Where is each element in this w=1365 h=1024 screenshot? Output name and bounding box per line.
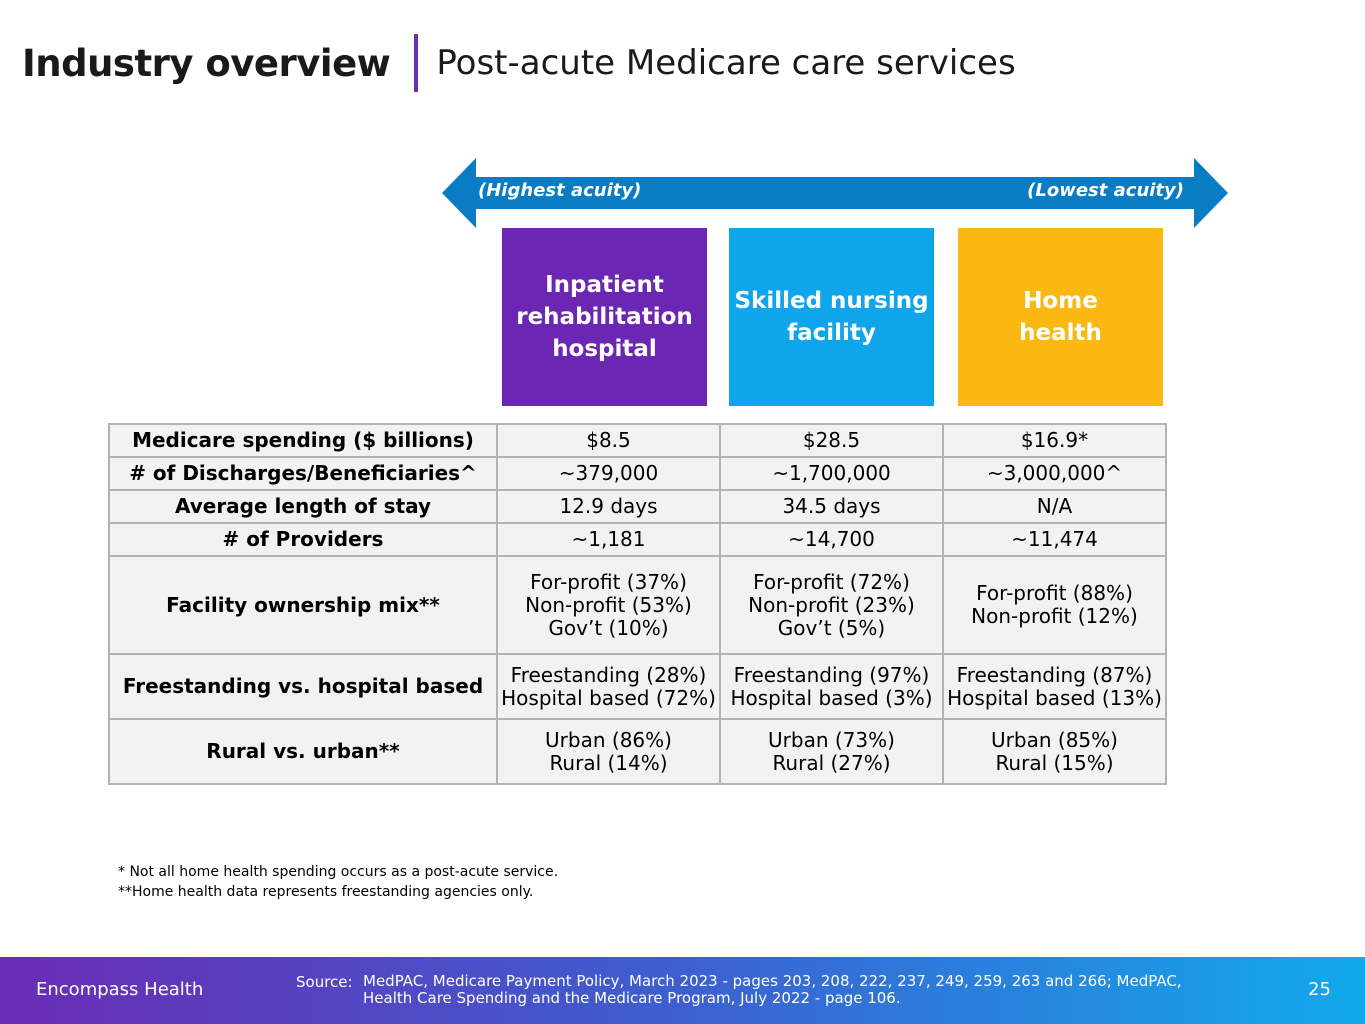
category-box-skilled-nursing: Skilled nursing facility — [729, 228, 934, 406]
table-cell: 12.9 days — [496, 489, 721, 524]
row-header: Freestanding vs. hospital based — [108, 653, 498, 720]
page-title: Industry overview — [22, 41, 391, 85]
brand-name: Encompass Health — [36, 979, 204, 1000]
footnote: **Home health data represents freestandi… — [118, 884, 534, 900]
highest-acuity-label: (Highest acuity) — [478, 180, 642, 201]
table-cell: $16.9* — [942, 423, 1167, 458]
table-cell: For-profit (88%) Non-profit (12%) — [942, 555, 1167, 655]
title-divider — [414, 34, 419, 92]
table-cell: ~1,700,000 — [719, 456, 944, 491]
table-cell: 34.5 days — [719, 489, 944, 524]
table-cell: ~14,700 — [719, 522, 944, 557]
table-cell: Freestanding (87%) Hospital based (13%) — [942, 653, 1167, 720]
comparison-table: Medicare spending ($ billions) $8.5 $28.… — [108, 423, 1167, 785]
row-header: Rural vs. urban** — [108, 718, 498, 785]
table-cell: ~11,474 — [942, 522, 1167, 557]
category-box-inpatient-rehab: Inpatient rehabilitation hospital — [502, 228, 707, 406]
table-cell: For-profit (37%) Non-profit (53%) Gov’t … — [496, 555, 721, 655]
double-arrow-icon — [442, 158, 1228, 228]
slide-header: Industry overview Post-acute Medicare ca… — [22, 34, 1016, 92]
page-subtitle: Post-acute Medicare care services — [436, 43, 1016, 83]
table-row: # of Providers ~1,181 ~14,700 ~11,474 — [108, 522, 1167, 557]
table-row: Rural vs. urban** Urban (86%) Rural (14%… — [108, 718, 1167, 785]
category-label: Home health — [1019, 288, 1102, 346]
row-header: Medicare spending ($ billions) — [108, 423, 498, 458]
table-cell: $28.5 — [719, 423, 944, 458]
lowest-acuity-label: (Lowest acuity) — [1027, 180, 1184, 201]
table-cell: N/A — [942, 489, 1167, 524]
page-number: 25 — [1308, 979, 1331, 1000]
table-cell: ~3,000,000^ — [942, 456, 1167, 491]
table-cell: Freestanding (28%) Hospital based (72%) — [496, 653, 721, 720]
category-box-home-health: Home health — [958, 228, 1163, 406]
table-cell: For-profit (72%) Non-profit (23%) Gov’t … — [719, 555, 944, 655]
table-cell: ~1,181 — [496, 522, 721, 557]
table-cell: ~379,000 — [496, 456, 721, 491]
row-header: # of Discharges/Beneficiaries^ — [108, 456, 498, 491]
table-row: Freestanding vs. hospital based Freestan… — [108, 653, 1167, 720]
category-label: Inpatient rehabilitation hospital — [516, 272, 693, 362]
table-row: Average length of stay 12.9 days 34.5 da… — [108, 489, 1167, 524]
footer-bar: Encompass Health Source: MedPAC, Medicar… — [0, 957, 1365, 1024]
table-row: Facility ownership mix** For-profit (37%… — [108, 555, 1167, 655]
footnotes: * Not all home health spending occurs as… — [118, 862, 558, 902]
table-cell: Urban (73%) Rural (27%) — [719, 718, 944, 785]
table-cell: Urban (85%) Rural (15%) — [942, 718, 1167, 785]
source-label: Source: — [296, 973, 353, 991]
table-row: Medicare spending ($ billions) $8.5 $28.… — [108, 423, 1167, 458]
acuity-arrow: (Highest acuity) (Lowest acuity) — [442, 158, 1228, 228]
footnote: * Not all home health spending occurs as… — [118, 864, 559, 880]
table-cell: $8.5 — [496, 423, 721, 458]
source-citation: MedPAC, Medicare Payment Policy, March 2… — [363, 972, 1182, 1007]
table-cell: Freestanding (97%) Hospital based (3%) — [719, 653, 944, 720]
row-header: # of Providers — [108, 522, 498, 557]
row-header: Facility ownership mix** — [108, 555, 498, 655]
row-header: Average length of stay — [108, 489, 498, 524]
category-label: Skilled nursing facility — [734, 288, 929, 346]
table-cell: Urban (86%) Rural (14%) — [496, 718, 721, 785]
table-row: # of Discharges/Beneficiaries^ ~379,000 … — [108, 456, 1167, 491]
